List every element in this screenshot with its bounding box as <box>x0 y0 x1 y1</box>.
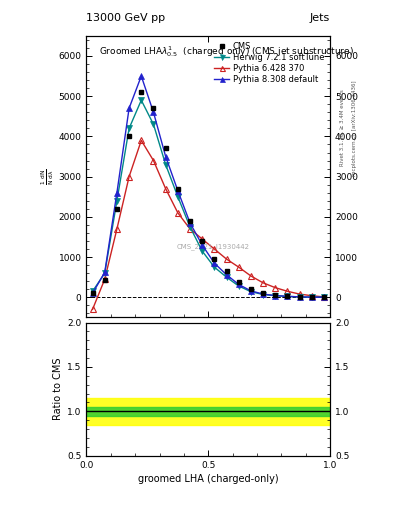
Bar <box>86 407 330 416</box>
Line: CMS: CMS <box>90 90 327 300</box>
Herwig 7.2.1 softTune <box>310 294 314 300</box>
Pythia 8.308 default <box>273 292 278 298</box>
Pythia 6.428 370 <box>90 306 95 312</box>
CMS <box>151 105 156 111</box>
Legend: CMS, Herwig 7.2.1 softTune, Pythia 6.428 370, Pythia 8.308 default: CMS, Herwig 7.2.1 softTune, Pythia 6.428… <box>213 40 326 86</box>
CMS <box>102 277 107 283</box>
CMS <box>224 268 229 274</box>
Pythia 6.428 370 <box>102 276 107 282</box>
Pythia 8.308 default <box>200 242 205 248</box>
Pythia 6.428 370 <box>163 186 168 192</box>
Herwig 7.2.1 softTune <box>237 283 241 289</box>
Herwig 7.2.1 softTune <box>163 161 168 167</box>
Pythia 6.428 370 <box>200 236 205 242</box>
Herwig 7.2.1 softTune <box>273 293 278 299</box>
CMS <box>175 186 180 192</box>
Pythia 8.308 default <box>285 293 290 300</box>
Pythia 6.428 370 <box>224 256 229 262</box>
Pythia 6.428 370 <box>127 174 132 180</box>
CMS <box>249 286 253 292</box>
Herwig 7.2.1 softTune <box>188 224 193 230</box>
Pythia 8.308 default <box>188 220 193 226</box>
Herwig 7.2.1 softTune <box>151 121 156 127</box>
CMS <box>115 206 119 212</box>
CMS <box>285 293 290 299</box>
CMS <box>188 218 193 224</box>
X-axis label: groomed LHA (charged-only): groomed LHA (charged-only) <box>138 474 279 484</box>
Pythia 8.308 default <box>237 282 241 288</box>
Herwig 7.2.1 softTune <box>175 194 180 200</box>
CMS <box>200 238 205 244</box>
Herwig 7.2.1 softTune <box>298 294 302 300</box>
Text: mcplots.cern.ch [arXiv:1306.3436]: mcplots.cern.ch [arXiv:1306.3436] <box>352 80 357 176</box>
Pythia 8.308 default <box>298 294 302 300</box>
CMS <box>261 290 266 296</box>
Pythia 8.308 default <box>212 260 217 266</box>
CMS <box>212 256 217 262</box>
Text: Groomed LHA$\lambda^1_{0.5}$  (charged only) (CMS jet substructure): Groomed LHA$\lambda^1_{0.5}$ (charged on… <box>99 45 354 59</box>
Pythia 6.428 370 <box>139 137 144 143</box>
Herwig 7.2.1 softTune <box>127 125 132 132</box>
Line: Pythia 8.308 default: Pythia 8.308 default <box>90 73 327 300</box>
Pythia 6.428 370 <box>151 158 156 164</box>
Pythia 8.308 default <box>310 294 314 300</box>
Herwig 7.2.1 softTune <box>249 289 253 295</box>
Pythia 6.428 370 <box>322 294 327 300</box>
Herwig 7.2.1 softTune <box>261 291 266 297</box>
Pythia 6.428 370 <box>175 210 180 216</box>
CMS <box>273 292 278 298</box>
Herwig 7.2.1 softTune <box>200 248 205 254</box>
Herwig 7.2.1 softTune <box>90 288 95 294</box>
CMS <box>163 145 168 152</box>
Pythia 6.428 370 <box>237 264 241 270</box>
Pythia 6.428 370 <box>212 246 217 252</box>
Pythia 8.308 default <box>224 272 229 278</box>
Y-axis label: $\mathregular{\frac{1}{N}\,\frac{dN}{d\lambda}}$: $\mathregular{\frac{1}{N}\,\frac{dN}{d\l… <box>39 168 56 185</box>
Pythia 8.308 default <box>139 73 144 79</box>
CMS <box>322 294 327 300</box>
Pythia 6.428 370 <box>249 273 253 279</box>
Herwig 7.2.1 softTune <box>285 293 290 300</box>
Line: Pythia 6.428 370: Pythia 6.428 370 <box>90 138 327 312</box>
Pythia 8.308 default <box>322 294 327 301</box>
Pythia 8.308 default <box>261 291 266 297</box>
CMS <box>90 290 95 296</box>
Pythia 8.308 default <box>163 154 168 160</box>
Pythia 6.428 370 <box>298 291 302 297</box>
Bar <box>86 398 330 424</box>
CMS <box>310 294 314 300</box>
Text: 13000 GeV pp: 13000 GeV pp <box>86 13 165 23</box>
Pythia 8.308 default <box>249 288 253 294</box>
CMS <box>298 293 302 300</box>
Pythia 6.428 370 <box>285 288 290 294</box>
CMS <box>139 89 144 95</box>
Herwig 7.2.1 softTune <box>102 270 107 276</box>
CMS <box>127 133 132 139</box>
Text: CMS_2021_I1930442: CMS_2021_I1930442 <box>177 244 250 250</box>
Pythia 6.428 370 <box>115 226 119 232</box>
Herwig 7.2.1 softTune <box>322 294 327 301</box>
Herwig 7.2.1 softTune <box>212 264 217 270</box>
Pythia 8.308 default <box>115 189 119 196</box>
Pythia 6.428 370 <box>310 293 314 299</box>
Pythia 6.428 370 <box>273 285 278 291</box>
Pythia 8.308 default <box>175 187 180 194</box>
Herwig 7.2.1 softTune <box>224 274 229 280</box>
Pythia 6.428 370 <box>261 280 266 286</box>
Pythia 6.428 370 <box>188 226 193 232</box>
Pythia 8.308 default <box>102 269 107 275</box>
Pythia 8.308 default <box>127 105 132 111</box>
Text: Jets: Jets <box>310 13 330 23</box>
Herwig 7.2.1 softTune <box>115 198 119 204</box>
CMS <box>237 279 241 285</box>
Y-axis label: Ratio to CMS: Ratio to CMS <box>53 358 63 420</box>
Pythia 8.308 default <box>90 290 95 296</box>
Text: Rivet 3.1.10, ≥ 3.4M events: Rivet 3.1.10, ≥ 3.4M events <box>340 90 345 166</box>
Line: Herwig 7.2.1 softTune: Herwig 7.2.1 softTune <box>90 97 327 300</box>
Pythia 8.308 default <box>151 109 156 115</box>
Herwig 7.2.1 softTune <box>139 97 144 103</box>
